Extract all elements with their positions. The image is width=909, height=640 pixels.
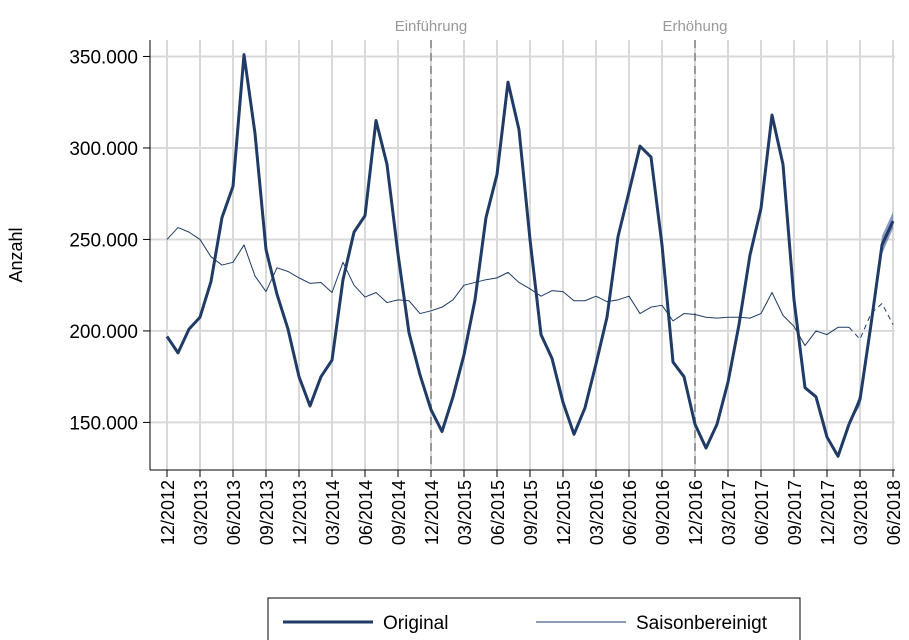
line	[847, 220, 895, 425]
y-tick-label: 250.000	[69, 230, 138, 251]
x-tick-label: 03/2013	[191, 480, 211, 545]
x-tick-label: 09/2014	[389, 480, 409, 545]
x-tick-label: 06/2016	[620, 480, 640, 545]
x-tick-label: 03/2017	[719, 480, 739, 545]
x-tick-label: 09/2013	[257, 480, 277, 545]
x-tick-label: 09/2015	[521, 480, 541, 545]
y-axis-label: Anzahl	[6, 227, 26, 282]
legend-label: Saisonbereinigt	[636, 613, 768, 634]
annotation-label: Einführung	[395, 18, 468, 35]
x-tick-label: 06/2013	[224, 480, 244, 545]
y-tick-label: 350.000	[69, 47, 138, 68]
x-tick-label: 03/2016	[587, 480, 607, 545]
x-tick-label: 12/2012	[158, 480, 178, 545]
legend-box	[267, 597, 801, 640]
x-tick-label: 06/2015	[488, 480, 508, 545]
x-tick-label: 06/2018	[884, 480, 904, 545]
x-tick-label: 12/2014	[422, 480, 442, 545]
line	[848, 302, 894, 340]
x-tick-label: 03/2015	[455, 480, 475, 545]
line	[166, 227, 849, 347]
line	[165, 53, 851, 458]
x-tick-label: 12/2015	[554, 480, 574, 545]
x-tick-label: 06/2017	[752, 480, 772, 545]
x-tick-label: 03/2014	[323, 480, 343, 545]
x-tick-label: 12/2017	[818, 480, 838, 545]
x-tick-label: 06/2014	[356, 480, 376, 545]
y-tick-label: 300.000	[69, 139, 138, 160]
x-tick-label: 03/2018	[851, 480, 871, 545]
x-tick-label: 12/2016	[686, 480, 706, 545]
annotation-label: Erhöhung	[662, 18, 727, 35]
y-tick-label: 200.000	[69, 322, 138, 343]
x-tick-label: 12/2013	[290, 480, 310, 545]
x-tick-label: 09/2017	[785, 480, 805, 545]
y-tick-label: 150.000	[69, 413, 138, 434]
legend-label: Original	[383, 613, 448, 634]
x-tick-label: 09/2016	[653, 480, 673, 545]
